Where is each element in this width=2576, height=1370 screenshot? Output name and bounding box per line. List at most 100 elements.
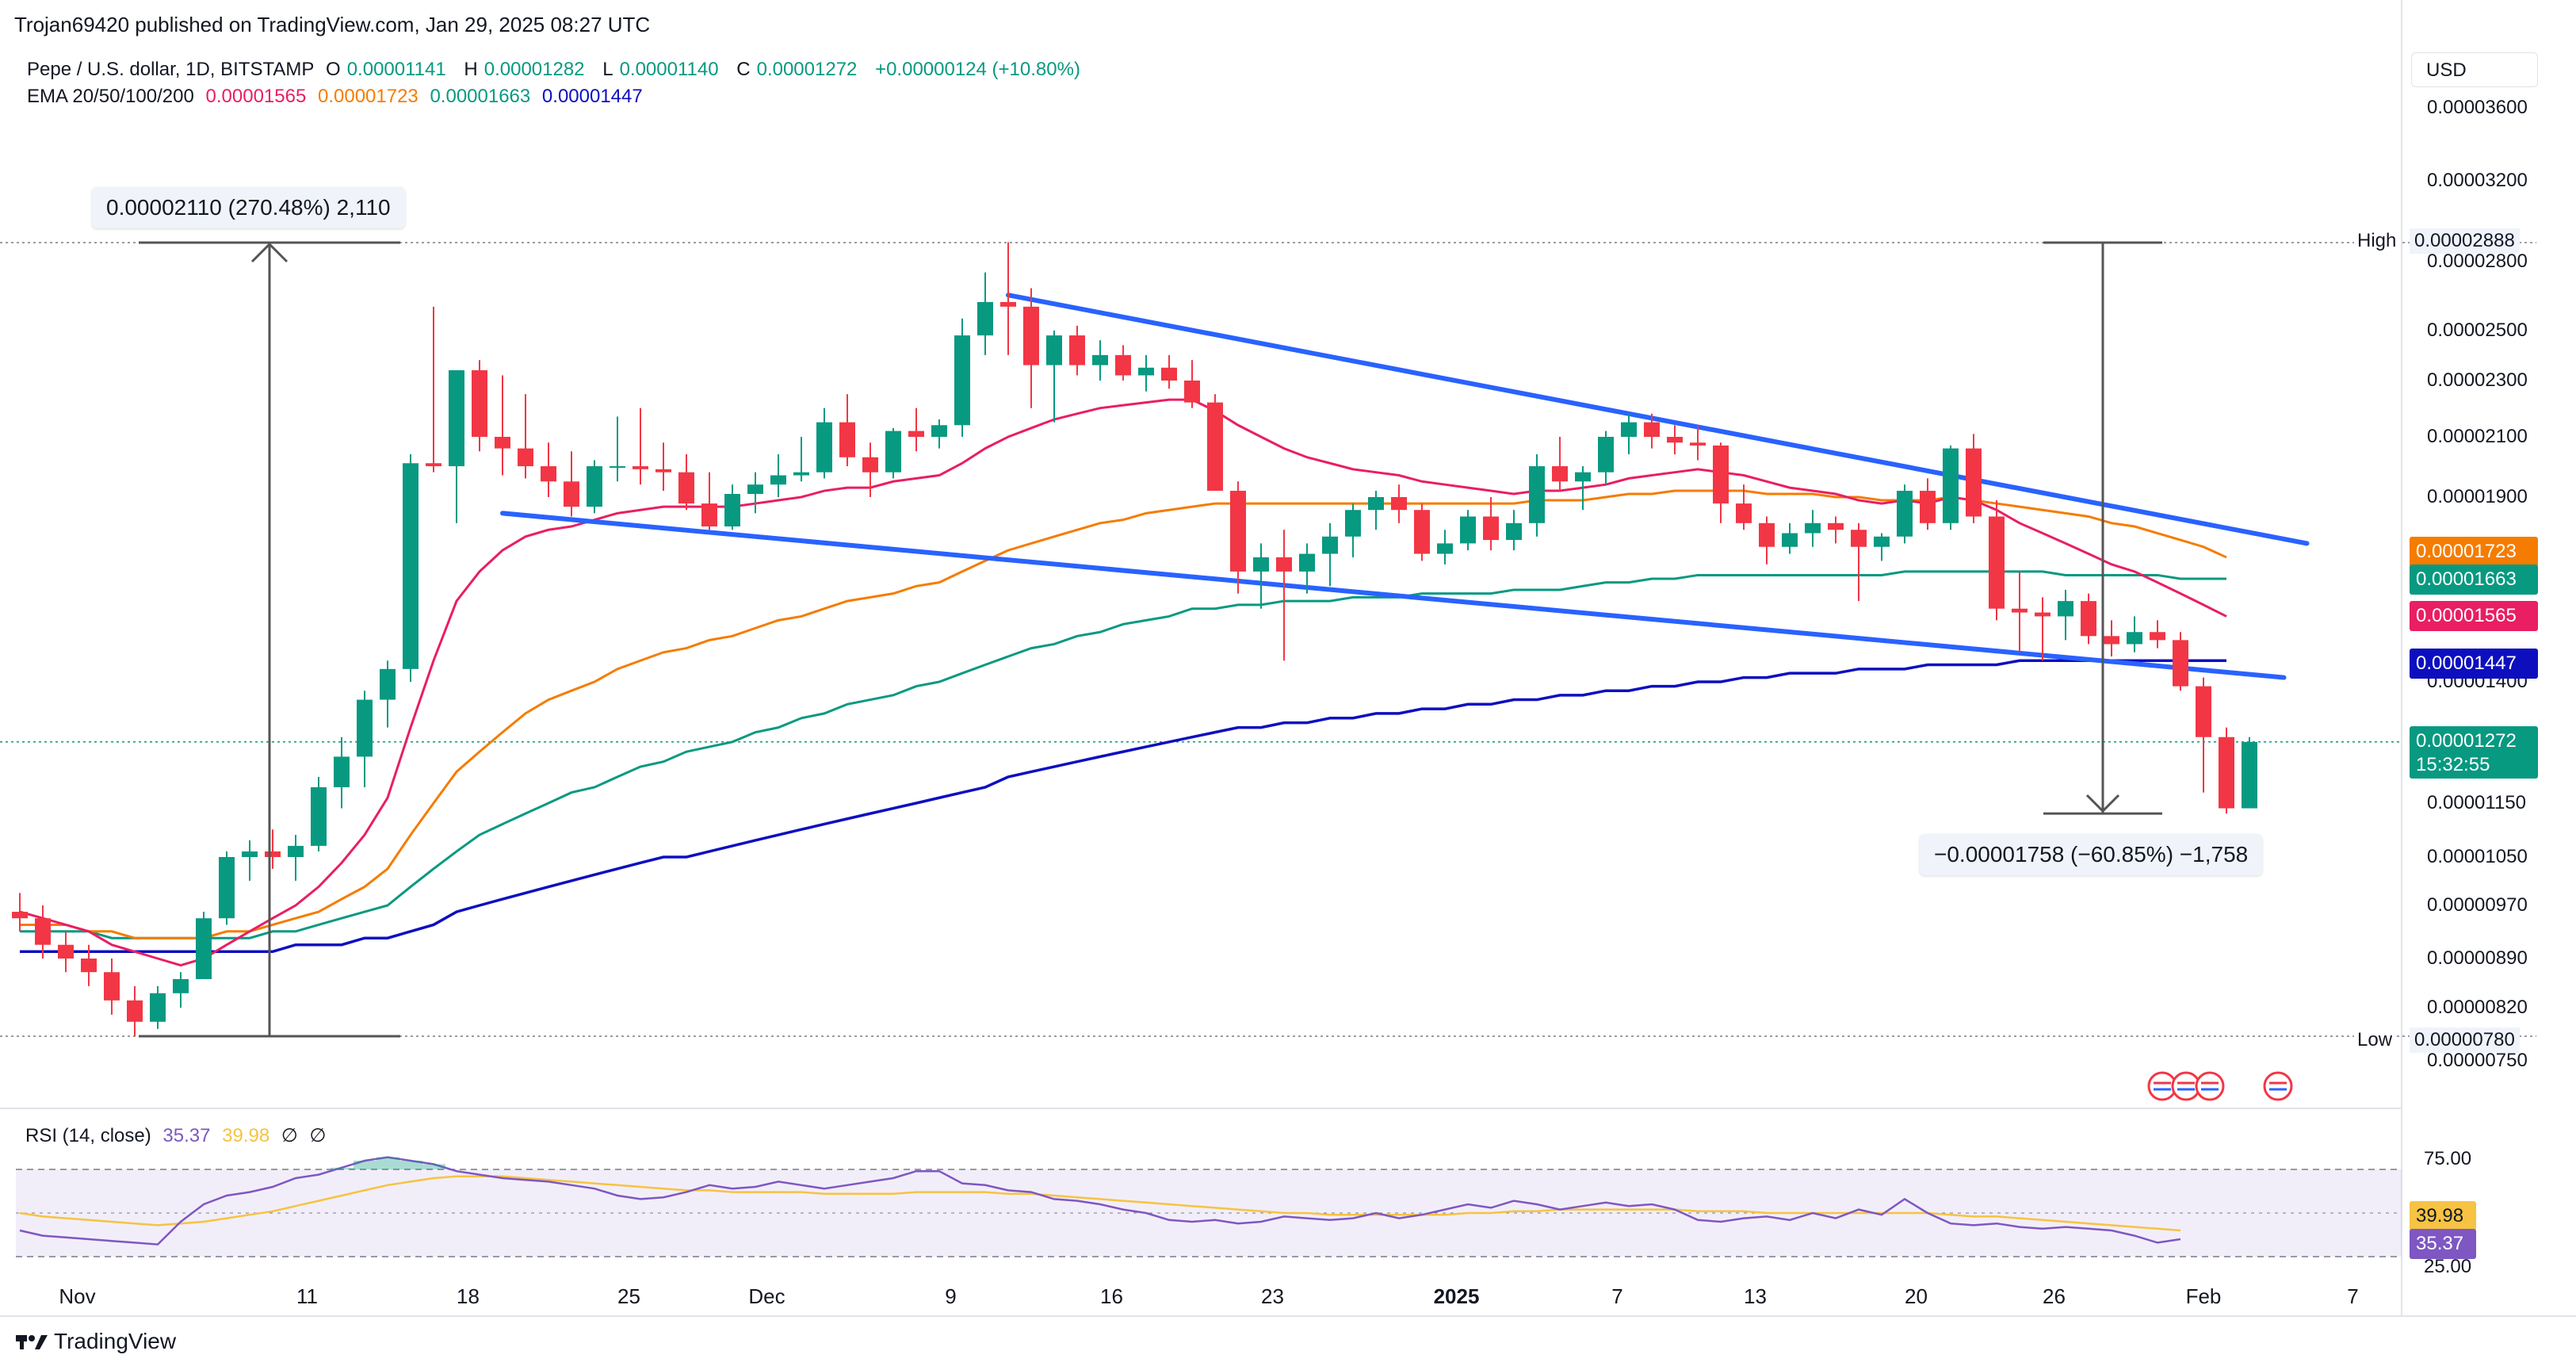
low-value-tag: 0.00000780 <box>2410 1028 2520 1053</box>
candle-body <box>793 472 809 476</box>
candle-body <box>1184 381 1200 403</box>
candle-body <box>931 425 947 437</box>
measure-up-arrowhead <box>250 242 289 263</box>
price-axis-label: 0.00003200 <box>2427 170 2528 191</box>
trendline-1 <box>1006 293 2310 546</box>
ema50-price-tag: 0.00001723 <box>2410 537 2538 567</box>
candle-body <box>1575 472 1591 482</box>
measure-down-label: −0.00001758 (−60.85%) −1,758 <box>1920 834 2263 875</box>
candle-body <box>2035 612 2050 617</box>
candle-body <box>633 466 648 469</box>
candle-body <box>1276 557 1292 572</box>
candle-body <box>1943 448 1959 523</box>
time-axis-label: 11 <box>296 1284 318 1308</box>
candle-body <box>1897 491 1913 537</box>
candle-body <box>564 481 579 507</box>
brand-name: TradingView <box>54 1329 177 1353</box>
time-axis-label: 2025 <box>1433 1284 1480 1308</box>
ema200-price-tag: 0.00001447 <box>2410 649 2538 679</box>
high-value-tag: 0.00002888 <box>2410 228 2520 254</box>
ema-label[interactable]: EMA 20/50/100/200 <box>27 86 194 107</box>
ema100-line <box>20 570 2226 939</box>
price-axis-label: 0.00002500 <box>2427 320 2528 341</box>
candle-body <box>816 422 832 473</box>
candle-body <box>839 422 855 457</box>
candle-body <box>1483 516 1499 541</box>
candle-body <box>1460 516 1476 544</box>
ema20-line <box>19 398 2227 967</box>
candle-body <box>2173 640 2188 687</box>
candle-body <box>1161 367 1177 381</box>
candle-body <box>678 472 694 504</box>
candle-body <box>1000 301 1016 307</box>
candle-body <box>1529 466 1545 523</box>
candle-body <box>2012 608 2028 613</box>
rsi-extra-2: ∅ <box>309 1125 327 1146</box>
candle-body <box>58 944 74 959</box>
candle-body <box>127 1000 143 1022</box>
price-axis-label: 0.00001150 <box>2427 792 2527 813</box>
candle-body <box>2127 632 2142 645</box>
candle-body <box>1736 503 1752 523</box>
candle-body <box>2150 632 2165 641</box>
candle-body <box>1782 533 1798 547</box>
candle-body <box>81 959 97 973</box>
candle-body <box>1207 402 1223 492</box>
price-axis-label: 0.00001900 <box>2427 486 2528 507</box>
candle-body <box>472 369 487 437</box>
candle-body <box>1966 448 1982 517</box>
candle-body <box>196 918 212 979</box>
ema100-value: 0.00001663 <box>430 86 531 107</box>
candle-body <box>1414 510 1430 554</box>
price-axis-label: 0.00002800 <box>2427 250 2528 272</box>
candle-body <box>357 699 373 757</box>
ema-legend: EMA 20/50/100/200 0.00001565 0.00001723 … <box>27 86 649 108</box>
candle-body <box>2081 601 2096 637</box>
candle-body <box>449 369 464 467</box>
rsi-label[interactable]: RSI (14, close) <box>25 1125 151 1146</box>
candle-body <box>1253 557 1269 572</box>
symbol-name[interactable]: Pepe / U.S. dollar, 1D, BITSTAMP <box>27 59 315 80</box>
candle-body <box>1621 422 1637 437</box>
ema200-value: 0.00001447 <box>541 86 643 107</box>
rsi-overbought-fill <box>376 1157 399 1169</box>
candle-body <box>1805 522 1821 534</box>
ema50-value: 0.00001723 <box>317 86 419 107</box>
footer-brand[interactable]: TradingView <box>16 1329 176 1354</box>
candle-body <box>655 469 671 473</box>
candle-body <box>1391 497 1407 511</box>
candle-body <box>587 466 602 507</box>
candle-body <box>770 475 786 485</box>
last-price-tag: 0.00001272 15:32:55 <box>2410 726 2538 779</box>
trendline-2 <box>500 511 2287 680</box>
rsi-legend: RSI (14, close) 35.37 39.98 ∅ ∅ <box>25 1124 326 1147</box>
candle-body <box>1092 354 1108 365</box>
rsi-ma-tag: 39.98 <box>2410 1201 2476 1231</box>
time-axis-label: 23 <box>1261 1284 1284 1308</box>
high-value: H 0.00001282 <box>464 59 585 80</box>
candle-body <box>541 466 556 482</box>
tradingview-logo-icon <box>16 1335 48 1349</box>
low-value: L 0.00001140 <box>602 59 719 80</box>
candle-body <box>403 463 419 669</box>
time-axis-label: Dec <box>748 1284 785 1308</box>
candle-body <box>12 912 28 919</box>
price-axis-label: 0.00002300 <box>2427 369 2528 391</box>
candle-body <box>1138 367 1154 376</box>
candle-body <box>2219 737 2234 809</box>
event-flag-icon <box>2263 1071 2293 1101</box>
candle-body <box>173 978 189 993</box>
ema20-value: 0.00001565 <box>205 86 307 107</box>
price-axis-label: 0.00000820 <box>2427 997 2528 1018</box>
candle-body <box>518 448 533 467</box>
candle-body <box>1299 553 1315 572</box>
time-axis-label: 7 <box>1611 1284 1623 1308</box>
candle-body <box>1345 510 1361 537</box>
ema100-price-tag: 0.00001663 <box>2410 564 2538 595</box>
currency-selector[interactable]: USD <box>2411 52 2538 87</box>
candle-body <box>1690 442 1706 446</box>
published-header: Trojan69420 published on TradingView.com… <box>14 13 651 36</box>
candle-body <box>1713 445 1729 504</box>
ema50-line <box>20 489 2227 939</box>
